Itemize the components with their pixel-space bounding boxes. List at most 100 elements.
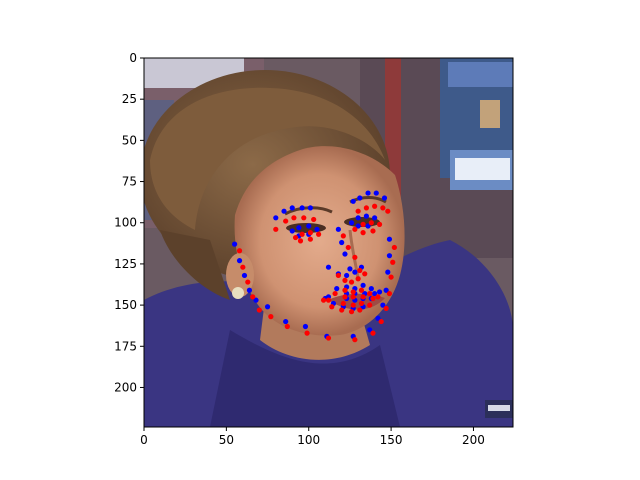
data-point-s0-24 [365, 190, 370, 195]
data-point-s1-3 [250, 294, 255, 299]
data-point-s1-43 [360, 222, 365, 227]
data-point-s1-57 [349, 309, 354, 314]
x-tick-label: 100 [297, 433, 320, 447]
data-point-s1-67 [341, 301, 346, 306]
data-point-s0-30 [347, 266, 352, 271]
data-point-s1-24 [372, 204, 377, 209]
data-point-s1-63 [360, 294, 365, 299]
data-point-s0-37 [296, 225, 301, 230]
data-point-s1-47 [360, 230, 365, 235]
data-point-s1-62 [351, 294, 356, 299]
data-point-s1-38 [308, 230, 313, 235]
data-point-s0-20 [300, 205, 305, 210]
data-point-s0-18 [281, 209, 286, 214]
data-point-s1-22 [356, 209, 361, 214]
data-point-s1-13 [387, 291, 392, 296]
data-point-s0-1 [237, 258, 242, 263]
data-point-s1-61 [342, 294, 347, 299]
data-point-s1-65 [359, 301, 364, 306]
data-point-s0-34 [352, 270, 357, 275]
data-point-s0-19 [290, 205, 295, 210]
data-point-s1-37 [300, 232, 305, 237]
y-tick-label: 0 [129, 51, 137, 65]
data-point-s1-60 [326, 298, 331, 303]
face-photograph [140, 58, 513, 427]
data-point-s0-33 [344, 273, 349, 278]
data-point-s1-18 [283, 218, 288, 223]
data-point-s1-12 [384, 306, 389, 311]
data-point-s0-44 [364, 214, 369, 219]
data-point-s0-16 [387, 237, 392, 242]
data-point-s1-10 [370, 331, 375, 336]
data-point-s1-58 [339, 307, 344, 312]
data-point-s1-15 [390, 260, 395, 265]
data-point-s0-22 [351, 199, 356, 204]
data-point-s1-25 [380, 205, 385, 210]
data-point-s1-55 [367, 303, 372, 308]
data-point-s1-54 [375, 294, 380, 299]
data-point-s1-56 [357, 307, 362, 312]
data-point-s0-53 [369, 286, 374, 291]
data-point-s1-64 [370, 296, 375, 301]
data-point-s0-7 [303, 324, 308, 329]
data-point-s0-39 [314, 227, 319, 232]
data-point-s1-52 [359, 288, 364, 293]
x-tick-label: 150 [380, 433, 403, 447]
data-point-s1-6 [285, 324, 290, 329]
data-point-s1-36 [293, 235, 298, 240]
data-point-s1-51 [351, 289, 356, 294]
data-point-s1-28 [346, 245, 351, 250]
data-point-s1-59 [329, 304, 334, 309]
data-point-s0-15 [387, 253, 392, 258]
data-point-s0-43 [356, 215, 361, 220]
data-point-s1-34 [356, 276, 361, 281]
data-point-s1-45 [377, 222, 382, 227]
x-tick-label: 50 [219, 433, 234, 447]
data-point-s0-54 [377, 289, 382, 294]
data-point-s0-26 [382, 195, 387, 200]
data-point-s1-17 [273, 227, 278, 232]
data-point-s1-27 [341, 233, 346, 238]
data-point-s1-46 [370, 228, 375, 233]
data-point-s1-2 [245, 279, 250, 284]
data-point-s0-36 [290, 228, 295, 233]
data-point-s0-38 [306, 223, 311, 228]
data-point-s1-4 [257, 307, 262, 312]
data-point-s1-39 [316, 232, 321, 237]
data-point-s1-29 [352, 255, 357, 260]
data-point-s1-42 [352, 227, 357, 232]
data-point-s1-48 [321, 298, 326, 303]
y-tick-label: 175 [114, 339, 137, 353]
y-axis-ticks: 0255075100125150175200 [114, 51, 144, 394]
data-point-s0-6 [283, 319, 288, 324]
data-point-s1-11 [379, 319, 384, 324]
data-point-s0-2 [242, 273, 247, 278]
data-point-s1-14 [389, 274, 394, 279]
data-point-s1-44 [369, 220, 374, 225]
data-point-s0-29 [342, 251, 347, 256]
data-point-s1-9 [352, 337, 357, 342]
data-point-s1-8 [326, 335, 331, 340]
data-point-s1-40 [308, 237, 313, 242]
data-point-s0-42 [349, 220, 354, 225]
data-point-s0-0 [232, 242, 237, 247]
data-point-s0-5 [265, 304, 270, 309]
data-point-s0-49 [334, 286, 339, 291]
data-point-s1-66 [351, 303, 356, 308]
y-tick-label: 200 [114, 380, 137, 394]
data-point-s0-3 [247, 288, 252, 293]
data-point-s0-31 [326, 265, 331, 270]
x-tick-label: 0 [140, 433, 148, 447]
data-point-s1-33 [349, 279, 354, 284]
data-point-s0-27 [336, 227, 341, 232]
y-tick-label: 75 [122, 175, 137, 189]
data-point-s1-35 [362, 271, 367, 276]
y-tick-label: 125 [114, 257, 137, 271]
y-tick-label: 100 [114, 216, 137, 230]
y-tick-label: 50 [122, 133, 137, 147]
data-point-s0-23 [357, 195, 362, 200]
data-point-s0-52 [360, 283, 365, 288]
data-point-s1-32 [342, 278, 347, 283]
data-point-s1-30 [357, 268, 362, 273]
